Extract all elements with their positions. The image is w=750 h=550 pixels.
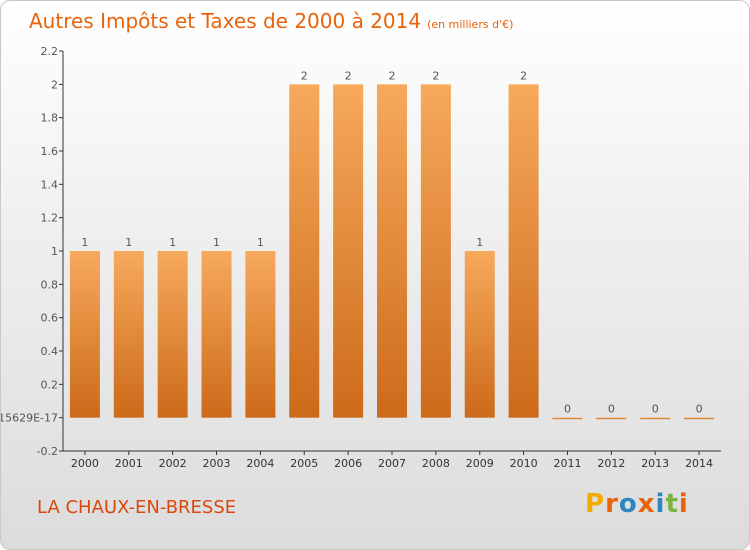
commune-name: LA CHAUX-EN-BRESSE bbox=[37, 497, 237, 518]
bars bbox=[69, 84, 715, 420]
data-label-2002: 1 bbox=[169, 236, 176, 249]
logo-letter: P bbox=[585, 489, 606, 519]
data-label-2014: 0 bbox=[696, 403, 703, 416]
y-tick-label: 1.6 bbox=[41, 145, 59, 158]
y-tick-label: -1.15629E-17 bbox=[1, 412, 58, 425]
title-unit: (en milliers d'€) bbox=[427, 18, 514, 31]
data-label-2006: 2 bbox=[345, 69, 352, 82]
y-tick-label: 2.2 bbox=[41, 45, 59, 58]
y-tick-label: 0.2 bbox=[41, 378, 59, 391]
chart-title: Autres Impôts et Taxes de 2000 à 2014 (en… bbox=[29, 9, 513, 33]
x-tick-label: 2009 bbox=[466, 457, 494, 470]
bar-2006 bbox=[333, 84, 364, 418]
bar-2001 bbox=[113, 251, 144, 418]
x-tick-label: 2011 bbox=[553, 457, 581, 470]
bar-2009 bbox=[464, 251, 495, 418]
logo-letter: r bbox=[605, 489, 619, 519]
x-tick-label: 2005 bbox=[290, 457, 318, 470]
y-tick-label: 1.2 bbox=[41, 212, 59, 225]
data-label-2000: 1 bbox=[81, 236, 88, 249]
logo-letter: o bbox=[618, 489, 638, 519]
x-tick-label: 2000 bbox=[71, 457, 99, 470]
bar-2000 bbox=[69, 251, 100, 418]
data-label-2007: 2 bbox=[389, 69, 396, 82]
x-tick-label: 2001 bbox=[115, 457, 143, 470]
y-tick-label: 0.8 bbox=[41, 278, 59, 291]
data-label-2009: 1 bbox=[476, 236, 483, 249]
y-tick-label: 0.6 bbox=[41, 312, 59, 325]
bar-2008 bbox=[420, 84, 451, 418]
y-tick-label: 0.4 bbox=[41, 345, 59, 358]
x-tick-label: 2002 bbox=[159, 457, 187, 470]
data-labels: 1 1 1 1 1 2 2 2 2 1 2 0 0 0 0 bbox=[81, 69, 702, 415]
logo-letter: x bbox=[637, 489, 656, 519]
data-label-2003: 1 bbox=[213, 236, 220, 249]
x-tick-label: 2007 bbox=[378, 457, 406, 470]
logo-letter: i bbox=[678, 489, 689, 519]
y-tick-label: 1 bbox=[51, 245, 58, 258]
bar-2014 bbox=[684, 417, 715, 420]
x-tick-label: 2013 bbox=[641, 457, 669, 470]
data-label-2004: 1 bbox=[257, 236, 264, 249]
x-tick-label: 2006 bbox=[334, 457, 362, 470]
bar-2010 bbox=[508, 84, 539, 418]
x-tick-label: 2012 bbox=[597, 457, 625, 470]
x-tick-label: 2003 bbox=[203, 457, 231, 470]
x-tick-label: 2014 bbox=[685, 457, 713, 470]
x-tick-label: 2010 bbox=[510, 457, 538, 470]
data-label-2012: 0 bbox=[608, 403, 615, 416]
data-label-2008: 2 bbox=[432, 69, 439, 82]
x-tick-label: 2008 bbox=[422, 457, 450, 470]
bar-2004 bbox=[245, 251, 276, 418]
y-tick-label: 2 bbox=[51, 78, 58, 91]
bar-2007 bbox=[377, 84, 407, 418]
logo-letter: t bbox=[665, 489, 679, 519]
y-tick-label: 1.4 bbox=[41, 178, 59, 191]
y-tick-label: 1.8 bbox=[41, 112, 59, 125]
logo-letter: i bbox=[655, 489, 666, 519]
data-label-2010: 2 bbox=[520, 69, 527, 82]
y-tick-label: -0.2 bbox=[37, 445, 58, 458]
data-label-2011: 0 bbox=[564, 403, 571, 416]
proxiti-logo[interactable]: Proxiti bbox=[585, 489, 689, 519]
data-label-2013: 0 bbox=[652, 403, 659, 416]
title-text: Autres Impôts et Taxes de 2000 à 2014 bbox=[29, 9, 422, 33]
bar-2012 bbox=[596, 417, 627, 420]
bar-2005 bbox=[289, 84, 320, 418]
bar-2003 bbox=[201, 251, 232, 418]
bar-2013 bbox=[640, 417, 671, 420]
data-label-2001: 1 bbox=[125, 236, 132, 249]
bar-2011 bbox=[552, 417, 583, 420]
bar-2002 bbox=[157, 251, 188, 418]
x-tick-label: 2004 bbox=[246, 457, 274, 470]
data-label-2005: 2 bbox=[301, 69, 308, 82]
axes: -0.2 -1.15629E-17 0.2 0.4 0.6 0.8 1 1.2 1.4 1.6 1.… bbox=[1, 45, 721, 470]
